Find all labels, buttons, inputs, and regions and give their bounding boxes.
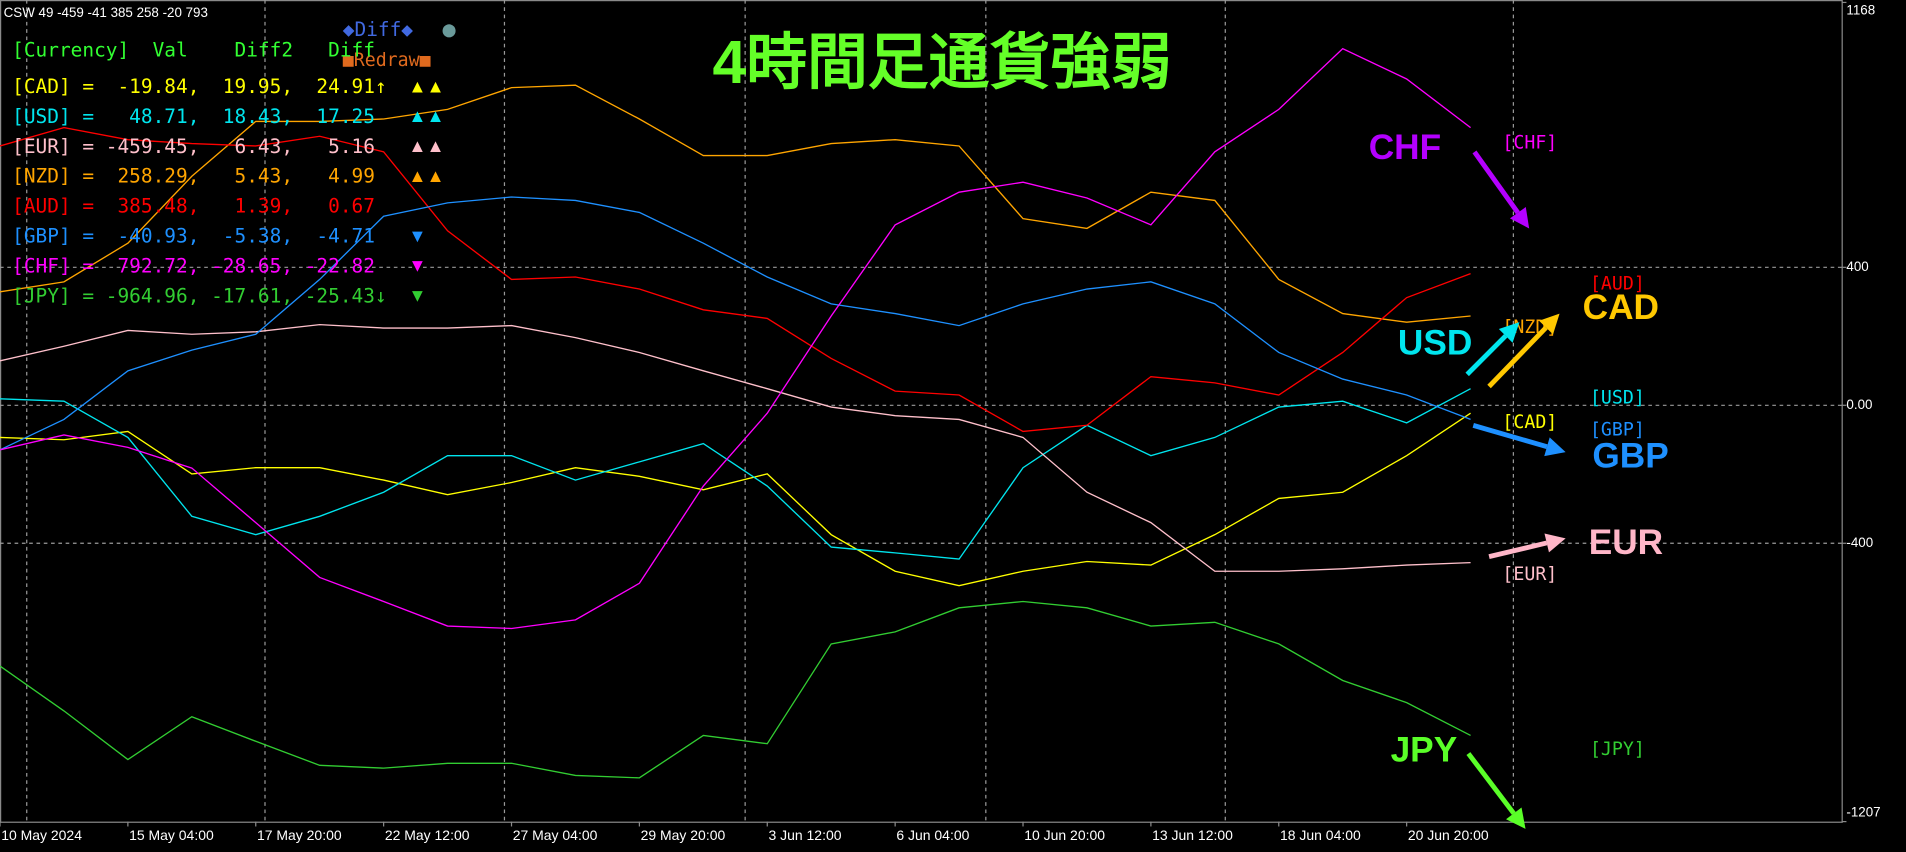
- plot-frame: [0, 0, 1843, 823]
- x-tick-label: 18 Jun 04:00: [1280, 827, 1361, 843]
- table-row: [NZD] = 258.29, 5.43, 4.99: [12, 165, 387, 188]
- annotation-arrow: [1466, 752, 1516, 815]
- diff-dot[interactable]: ●: [442, 17, 456, 42]
- diff-button[interactable]: ◆Diff◆: [343, 18, 414, 41]
- chart-title: 4時間足通貨強弱: [712, 28, 1171, 96]
- table-row: [CAD] = -19.84, 19.95, 24.91↑: [12, 75, 387, 98]
- x-tick-label: 10 May 2024: [1, 827, 82, 843]
- table: [CAD] = -19.84, 19.95, 24.91↑ ▲▲ [USD] = 4…: [12, 75, 444, 307]
- table-row: [GBP] = -40.93, -5.38, -4.71: [12, 225, 387, 248]
- series-line: [0, 47, 1471, 630]
- series-line: [0, 388, 1471, 560]
- y-tick-label: -400: [1846, 535, 1873, 550]
- table-signal: ▼: [408, 225, 426, 246]
- x-tick-label: 27 May 04:00: [513, 827, 598, 843]
- info-text: CSW 49 -459 -41 385 258 -20 793: [4, 5, 208, 20]
- annotation-label: CHF: [1369, 128, 1441, 167]
- table-row: [USD] = 48.71, 18.43, 17.25: [12, 105, 387, 128]
- table-row: [AUD] = 385.48, 1.39, 0.67: [12, 195, 387, 218]
- series-name-label: [CAD]: [1502, 412, 1557, 433]
- series-name-label: [CHF]: [1502, 132, 1557, 153]
- redraw-button[interactable]: ■Redraw■: [343, 50, 431, 71]
- annotation-arrowhead: [1539, 313, 1560, 335]
- x-tick-label: 15 May 04:00: [129, 827, 214, 843]
- annotation-arrow: [1472, 150, 1520, 215]
- annotation-arrow: [1472, 423, 1548, 450]
- table-header: [Currency] Val Diff2 Diff: [12, 39, 375, 62]
- series-line: [0, 600, 1471, 779]
- annotation-arrow: [1488, 540, 1548, 560]
- table-row: [EUR] = -459.45, 6.43, 5.16: [12, 135, 387, 158]
- annotation-arrowhead: [1509, 207, 1530, 229]
- x-tick-label: 29 May 20:00: [641, 827, 726, 843]
- annotation-label: JPY: [1391, 731, 1458, 770]
- series-line: [0, 196, 1471, 451]
- series-name-label: [GBP]: [1590, 419, 1645, 440]
- annotation-label: GBP: [1592, 437, 1668, 476]
- annotation-arrow: [1487, 325, 1548, 389]
- y-tick-label: 1168: [1846, 2, 1875, 17]
- y-tick-label: 0.00: [1846, 397, 1872, 412]
- table-signal: ▲▲: [408, 105, 444, 126]
- x-tick-label: 3 Jun 12:00: [768, 827, 841, 843]
- series-line: [0, 126, 1471, 433]
- x-tick-label: 13 Jun 12:00: [1152, 827, 1233, 843]
- table-signal: ▲▲: [408, 135, 444, 156]
- series-line: [0, 323, 1471, 572]
- series-line: [0, 84, 1471, 323]
- table-row: [CHF] = 792.72, -28.65, -22.82: [12, 254, 387, 277]
- annotation-arrowhead: [1544, 533, 1566, 553]
- lines: [0, 47, 1471, 779]
- x-tick-label: 6 Jun 04:00: [896, 827, 969, 843]
- x-tick-label: 17 May 20:00: [257, 827, 342, 843]
- y-tick-label: -1207: [1846, 805, 1880, 820]
- table-row: [JPY] = -964.96, -17.61, -25.43↓: [12, 284, 387, 307]
- annotation-arrow: [1465, 334, 1508, 377]
- grid: [0, 1, 1847, 827]
- labels: 1168 400 0.00 -400 -1207 10 May 2024 15 May 04…: [1, 2, 1880, 842]
- series-name-label: [JPY]: [1590, 739, 1645, 760]
- x-tick-label: 20 Jun 20:00: [1408, 827, 1489, 843]
- annotation-label: CAD: [1583, 288, 1659, 327]
- series-line: [0, 412, 1471, 587]
- annotation-arrowhead: [1506, 807, 1526, 829]
- x-tick-label: 10 Jun 20:00: [1024, 827, 1105, 843]
- annotation-label: EUR: [1589, 523, 1663, 562]
- table-signal: ▲▲: [408, 165, 444, 186]
- table-signal: ▼: [408, 285, 426, 306]
- series-name-label: [AUD]: [1590, 273, 1645, 294]
- table-signal: ▼: [408, 255, 426, 276]
- series-name-label: [USD]: [1590, 388, 1645, 409]
- series-name-label: [EUR]: [1502, 564, 1557, 585]
- table-signal: ▲▲: [408, 75, 444, 96]
- annotation-label: USD: [1398, 323, 1472, 362]
- y-tick-label: 400: [1846, 259, 1868, 274]
- x-tick-label: 22 May 12:00: [385, 827, 470, 843]
- annotation-arrowhead: [1544, 437, 1566, 457]
